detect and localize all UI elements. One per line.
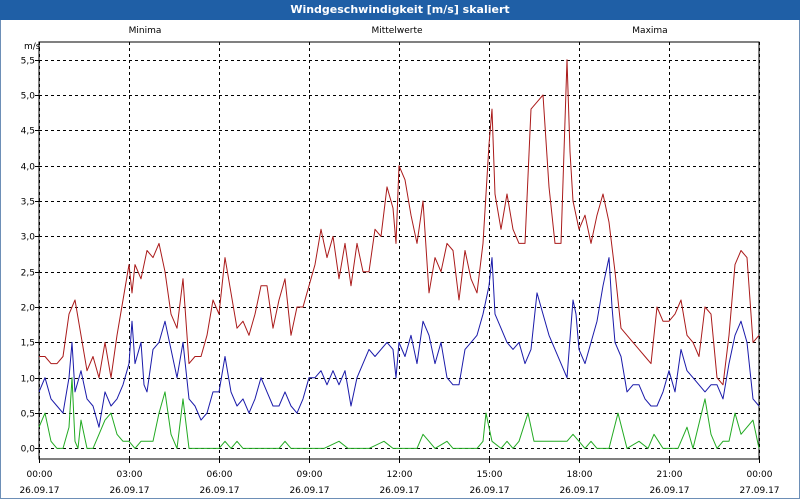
y-tick-label: 4,0 <box>21 163 36 173</box>
x-tick-date-label: 26.09.17 <box>469 486 509 496</box>
legend-label: Maxima <box>632 26 667 36</box>
x-tick-date-label: 26.09.17 <box>649 486 689 496</box>
series-line <box>38 377 760 449</box>
x-tick-date-label: 26.09.17 <box>379 486 419 496</box>
x-tick-time-label: 09:00 <box>297 470 323 480</box>
x-tick-time-label: 18:00 <box>567 470 593 480</box>
x-tick-date-label: 26.09.17 <box>109 486 149 496</box>
x-tick-time-label: 06:00 <box>207 470 233 480</box>
chart-title: Windgeschwindigkeit [m/s] skaliert <box>0 0 800 20</box>
y-tick-label: 3,5 <box>21 198 35 208</box>
y-tick-label: 0,5 <box>21 410 35 420</box>
y-tick-label: 5,5 <box>21 57 35 67</box>
x-tick-time-label: 12:00 <box>387 470 413 480</box>
y-tick-label: 2,0 <box>21 304 36 314</box>
legend-label: Minima <box>129 26 162 36</box>
x-tick-date-label: 26.09.17 <box>199 486 239 496</box>
series-line <box>39 59 760 386</box>
x-tick-date-label: 26.09.17 <box>289 486 329 496</box>
legend-label: Mittelwerte <box>371 26 422 36</box>
y-tick-label: 1,5 <box>21 339 35 349</box>
x-tick-time-label: 03:00 <box>117 470 143 480</box>
y-tick-label: 4,5 <box>21 127 35 137</box>
y-tick-label: 1,0 <box>21 375 36 385</box>
y-tick-label: 2,5 <box>21 269 35 279</box>
x-tick-date-label: 26.09.17 <box>19 486 59 496</box>
y-axis-label: m/s <box>24 42 41 52</box>
x-tick-date-label: 27.09.17 <box>739 486 779 496</box>
y-tick-label: 0,0 <box>21 445 36 455</box>
x-tick-time-label: 00:00 <box>747 470 773 480</box>
y-tick-label: 3,0 <box>21 233 36 243</box>
series-line <box>38 257 760 428</box>
x-tick-time-label: 00:00 <box>27 470 53 480</box>
x-tick-time-label: 15:00 <box>477 470 503 480</box>
y-tick-label: 5,0 <box>21 92 36 102</box>
x-tick-date-label: 26.09.17 <box>559 486 599 496</box>
plot-border <box>38 41 760 460</box>
x-tick-time-label: 21:00 <box>657 470 683 480</box>
